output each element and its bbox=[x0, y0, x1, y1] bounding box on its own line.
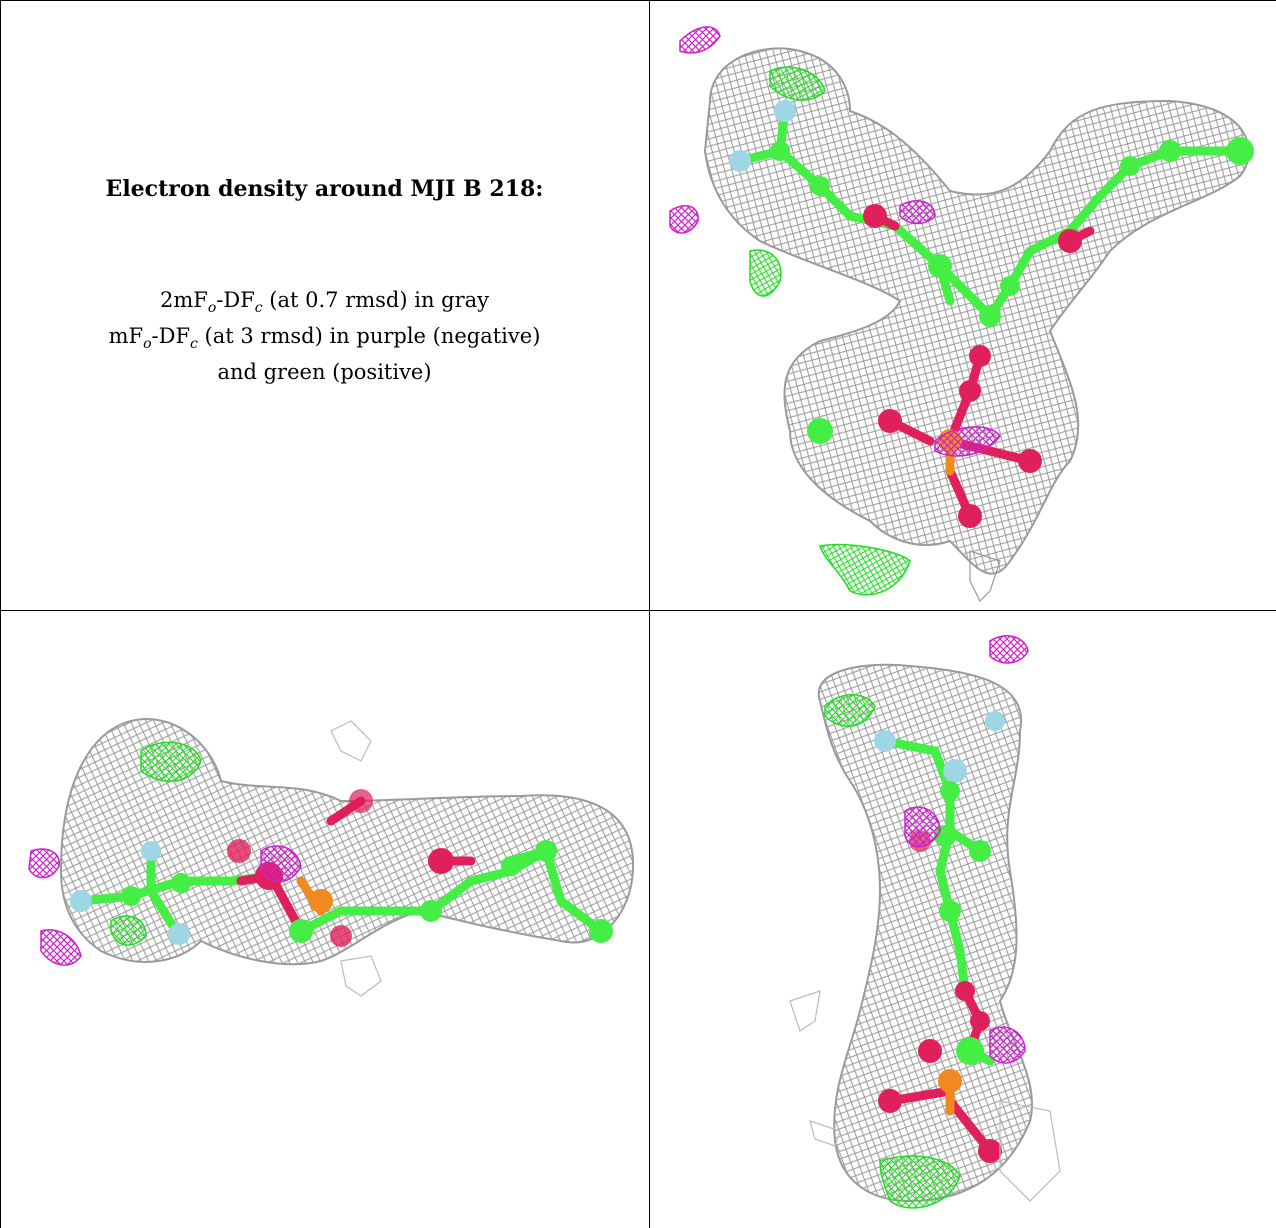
negative-density-mesh bbox=[28, 848, 60, 879]
caption-text: -DF bbox=[151, 324, 191, 349]
gray-density-fragment bbox=[999, 1100, 1061, 1202]
positive-density-mesh bbox=[110, 915, 147, 946]
gray-density-fragment bbox=[789, 990, 821, 1032]
gray-density-fragment bbox=[809, 1120, 841, 1147]
negative-density-mesh bbox=[40, 929, 82, 966]
negative-density-mesh bbox=[904, 806, 941, 848]
positive-density-mesh bbox=[879, 1155, 961, 1209]
positive-density-mesh bbox=[769, 66, 826, 101]
negative-density-mesh bbox=[899, 200, 936, 225]
caption-description: 2mFo-DFc (at 0.7 rmsd) in gray mFo-DFc (… bbox=[0, 286, 649, 386]
molecule-density-icon bbox=[669, 26, 1254, 603]
caption-subscript: o bbox=[207, 300, 217, 317]
caption-title: Electron density around MJI B 218: bbox=[105, 176, 544, 202]
caption-text: (at 3 rmsd) in purple (negative) bbox=[197, 324, 541, 349]
caption-text: (at 0.7 rmsd) in gray bbox=[262, 288, 490, 312]
caption-subscript: c bbox=[190, 336, 198, 353]
positive-density-mesh bbox=[824, 694, 876, 727]
positive-density-mesh bbox=[749, 249, 782, 297]
positive-density-mesh bbox=[140, 741, 202, 782]
gray-density-fragment bbox=[340, 955, 382, 997]
positive-density-mesh bbox=[819, 543, 911, 596]
negative-density-mesh bbox=[260, 845, 302, 883]
caption-text: -DF bbox=[216, 288, 255, 312]
border-top bbox=[0, 0, 1276, 1]
border-center bbox=[649, 0, 650, 1228]
molecule-density-icon bbox=[28, 718, 635, 997]
gray-density-fragment bbox=[330, 720, 372, 762]
gray-density-fragment bbox=[969, 550, 1001, 603]
molecule-density-icon bbox=[789, 635, 1061, 1209]
caption-subscript: o bbox=[143, 336, 152, 353]
caption-cell: Electron density around MJI B 218: 2mFo-… bbox=[0, 0, 649, 610]
caption-line-2: mFo-DFc (at 3 rmsd) in purple (negative) bbox=[0, 322, 649, 358]
caption-text: mF bbox=[108, 324, 144, 349]
caption-line-3: and green (positive) bbox=[217, 360, 432, 385]
gray-density-mesh bbox=[59, 718, 635, 966]
caption-line-1: 2mFo-DFc (at 0.7 rmsd) in gray bbox=[0, 286, 649, 322]
negative-density-mesh bbox=[989, 1026, 1026, 1064]
negative-density-mesh bbox=[679, 26, 721, 54]
negative-density-mesh bbox=[669, 205, 699, 234]
atoms bbox=[729, 100, 1254, 528]
caption-text: 2mF bbox=[159, 288, 208, 312]
view-bottom-right bbox=[650, 611, 1276, 1228]
caption-subscript: c bbox=[254, 300, 263, 317]
border-left bbox=[0, 0, 1, 1228]
border-middle bbox=[0, 610, 1276, 611]
atoms bbox=[70, 789, 613, 947]
negative-density-mesh bbox=[934, 426, 1001, 457]
view-bottom-left bbox=[1, 611, 649, 1228]
view-top-right bbox=[650, 1, 1276, 610]
negative-density-mesh bbox=[989, 635, 1029, 664]
gray-density-mesh bbox=[817, 663, 1033, 1203]
